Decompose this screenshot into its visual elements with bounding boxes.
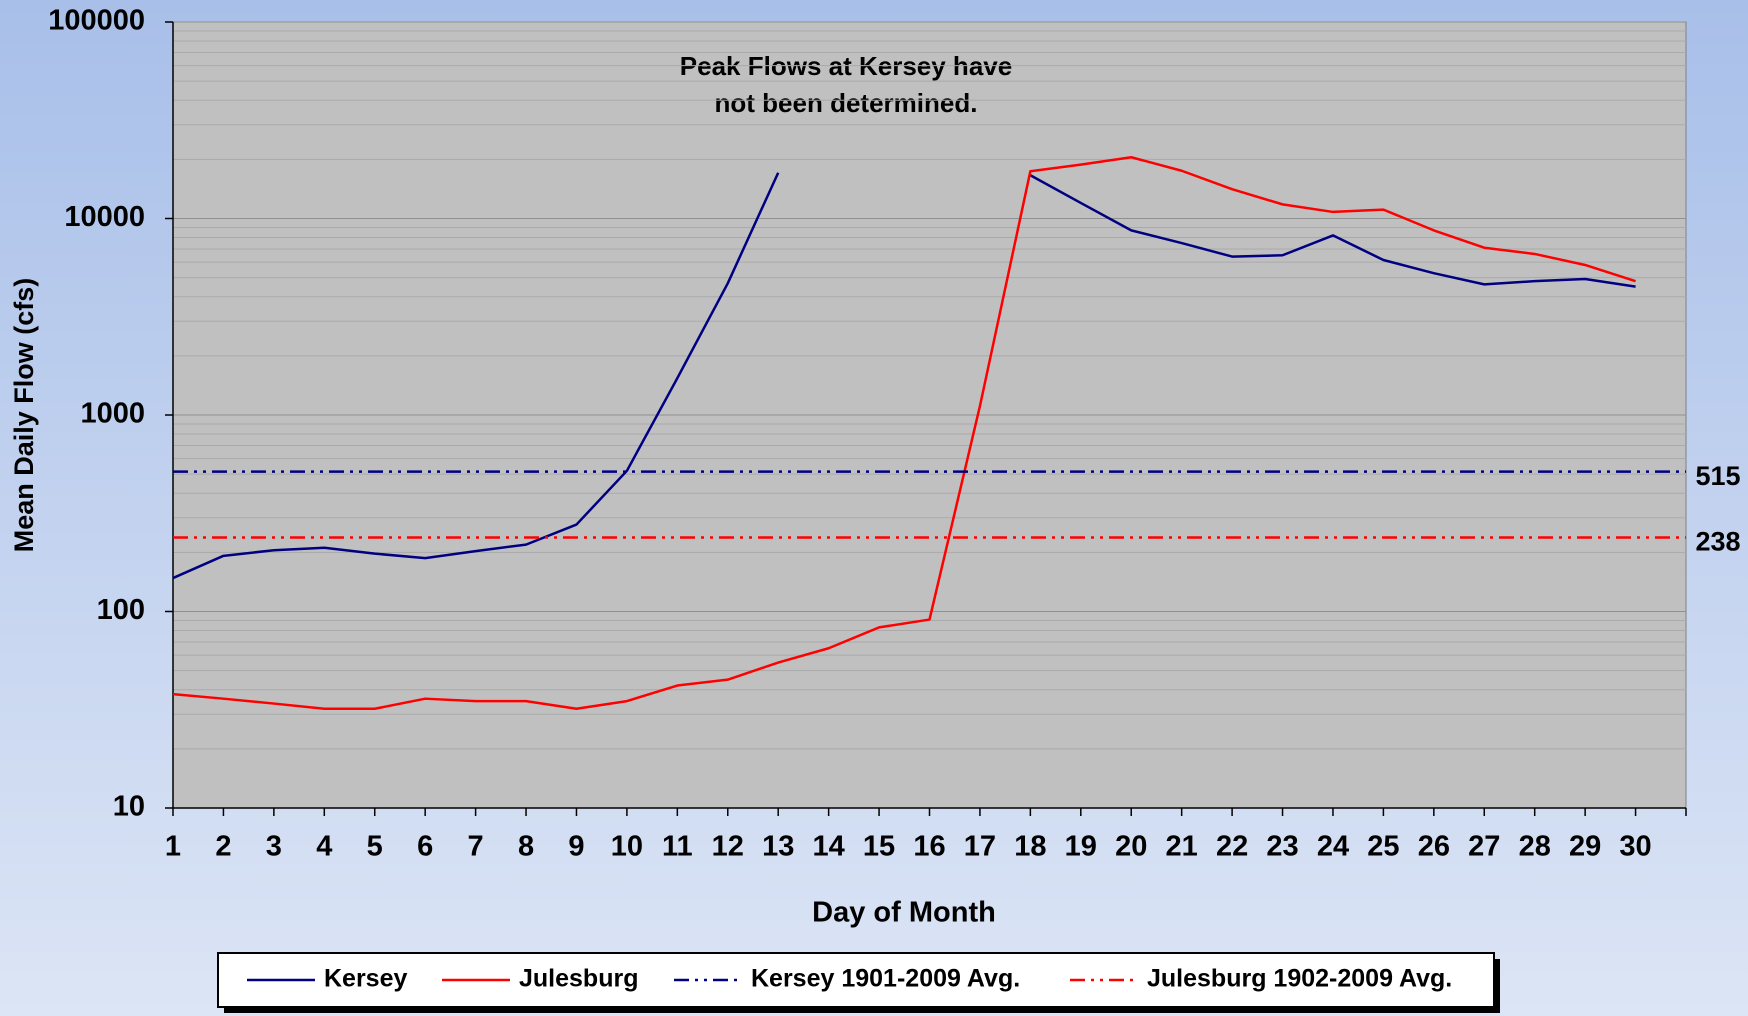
x-tick-label: 27 [1468, 831, 1500, 863]
x-tick-label: 28 [1519, 831, 1551, 863]
x-tick-label: 23 [1266, 831, 1298, 863]
x-tick-label: 19 [1065, 831, 1097, 863]
x-tick-label: 11 [662, 831, 693, 863]
x-tick-label: 15 [863, 831, 895, 863]
x-tick-label: 18 [1014, 831, 1046, 863]
data-line [172, 172, 1636, 580]
x-tick-label: 3 [266, 831, 282, 863]
x-tick-label: 22 [1216, 831, 1248, 863]
x-tick-label: 14 [813, 831, 845, 863]
x-tick-label: 2 [215, 831, 231, 863]
x-tick-label: 17 [964, 831, 996, 863]
y-tick-label: 1000 [80, 398, 145, 430]
x-tick-label: 21 [1166, 831, 1198, 863]
x-tick-label: 8 [518, 831, 534, 863]
x-tick-label: 13 [762, 831, 794, 863]
y-tick-label: 100 [97, 594, 145, 626]
x-tick-label: 7 [468, 831, 484, 863]
legend-label: Kersey [324, 965, 407, 993]
x-tick-label: 12 [712, 831, 744, 863]
y-tick-label: 10 [113, 791, 145, 823]
y-tick-label: 10000 [64, 201, 145, 233]
x-axis-title: Day of Month [812, 897, 996, 929]
x-tick-label: 20 [1115, 831, 1147, 863]
x-tick-label: 25 [1367, 831, 1399, 863]
x-tick-label: 10 [611, 831, 643, 863]
x-tick-label: 4 [316, 831, 332, 863]
x-tick-label: 26 [1418, 831, 1450, 863]
average-label: 515 [1695, 461, 1740, 491]
x-tick-label: 6 [417, 831, 433, 863]
y-axis-title: Mean Daily Flow (cfs) [9, 278, 39, 553]
average-label: 238 [1695, 527, 1740, 557]
legend-label: Julesburg 1902-2009 Avg. [1147, 965, 1452, 993]
x-tick-label: 16 [913, 831, 945, 863]
x-tick-label: 1 [165, 831, 181, 863]
data-line [172, 155, 1636, 710]
legend [217, 952, 1495, 1008]
x-tick-label: 30 [1619, 831, 1651, 863]
x-tick-label: 29 [1569, 831, 1601, 863]
y-tick-label: 100000 [48, 5, 145, 37]
annotation: not been determined. [715, 88, 978, 118]
x-tick-label: 24 [1317, 831, 1349, 863]
legend-label: Julesburg [519, 965, 638, 993]
x-tick-label: 5 [367, 831, 383, 863]
legend-label: Kersey 1901-2009 Avg. [751, 965, 1020, 993]
x-tick-label: 9 [568, 831, 584, 863]
